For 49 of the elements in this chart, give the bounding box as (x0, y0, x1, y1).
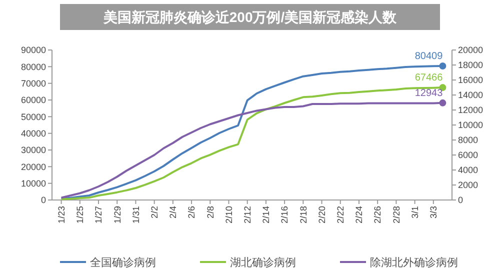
x-tick-label: 2/20 (316, 206, 327, 224)
y-tick-label: 0 (40, 195, 46, 206)
x-tick-label: 1/29 (112, 206, 122, 224)
y2-tick-label: 14000 (458, 90, 484, 100)
x-tick-label: 1/23 (56, 206, 66, 224)
legend-label: 全国确诊病例 (90, 256, 156, 269)
legend-label: 湖北确诊病例 (230, 256, 296, 269)
y2-tick-label: 12000 (458, 105, 484, 116)
y2-tick-label: 20000 (458, 45, 484, 56)
x-tick-label: 2/2 (149, 206, 160, 219)
x-tick-label: 2/16 (280, 206, 290, 224)
x-tick-label: 1/25 (75, 206, 86, 224)
y2-tick-label: 2000 (458, 180, 478, 190)
x-tick-label: 1/27 (94, 206, 104, 224)
x-tick-label: 2/12 (242, 206, 252, 224)
x-tick-label: 3/3 (428, 206, 439, 219)
chart-title: 美国新冠肺炎确诊近200万例/美国新冠感染人数 (102, 9, 398, 25)
y-tick-label: 90000 (20, 45, 46, 56)
y2-tick-label: 6000 (458, 150, 478, 160)
y2-tick-label: 16000 (458, 75, 484, 86)
x-tick-label: 1/31 (130, 206, 141, 224)
y-tick-label: 80000 (20, 62, 46, 72)
legend-label: 除湖北外确诊病例 (370, 256, 458, 269)
data-label: 67466 (414, 72, 444, 84)
y-tick-label: 60000 (20, 95, 46, 106)
y-tick-label: 70000 (20, 78, 46, 88)
data-label: 80409 (414, 50, 444, 62)
x-tick-label: 3/1 (410, 206, 420, 219)
x-tick-label: 2/10 (224, 206, 234, 224)
y-tick-label: 40000 (20, 128, 46, 138)
x-tick-label: 2/8 (205, 206, 216, 219)
x-tick-label: 2/26 (372, 206, 383, 224)
y2-tick-label: 0 (458, 195, 464, 206)
data-label: 12943 (414, 88, 444, 99)
x-tick-label: 2/18 (298, 206, 308, 224)
y-tick-label: 50000 (20, 112, 46, 122)
x-tick-label: 2/6 (186, 206, 197, 219)
x-tick-label: 2/4 (168, 206, 178, 219)
y2-tick-label: 8000 (458, 135, 478, 146)
y-tick-label: 20000 (20, 162, 46, 172)
x-tick-label: 2/22 (336, 206, 346, 224)
y-tick-label: 30000 (20, 145, 46, 156)
x-tick-label: 2/28 (391, 206, 402, 224)
y2-tick-label: 18000 (458, 60, 484, 70)
y2-tick-label: 10000 (458, 120, 484, 130)
y-tick-label: 10000 (20, 178, 46, 188)
y2-tick-label: 4000 (458, 165, 478, 176)
x-tick-label: 2/14 (261, 206, 272, 224)
x-tick-label: 2/24 (354, 206, 364, 224)
